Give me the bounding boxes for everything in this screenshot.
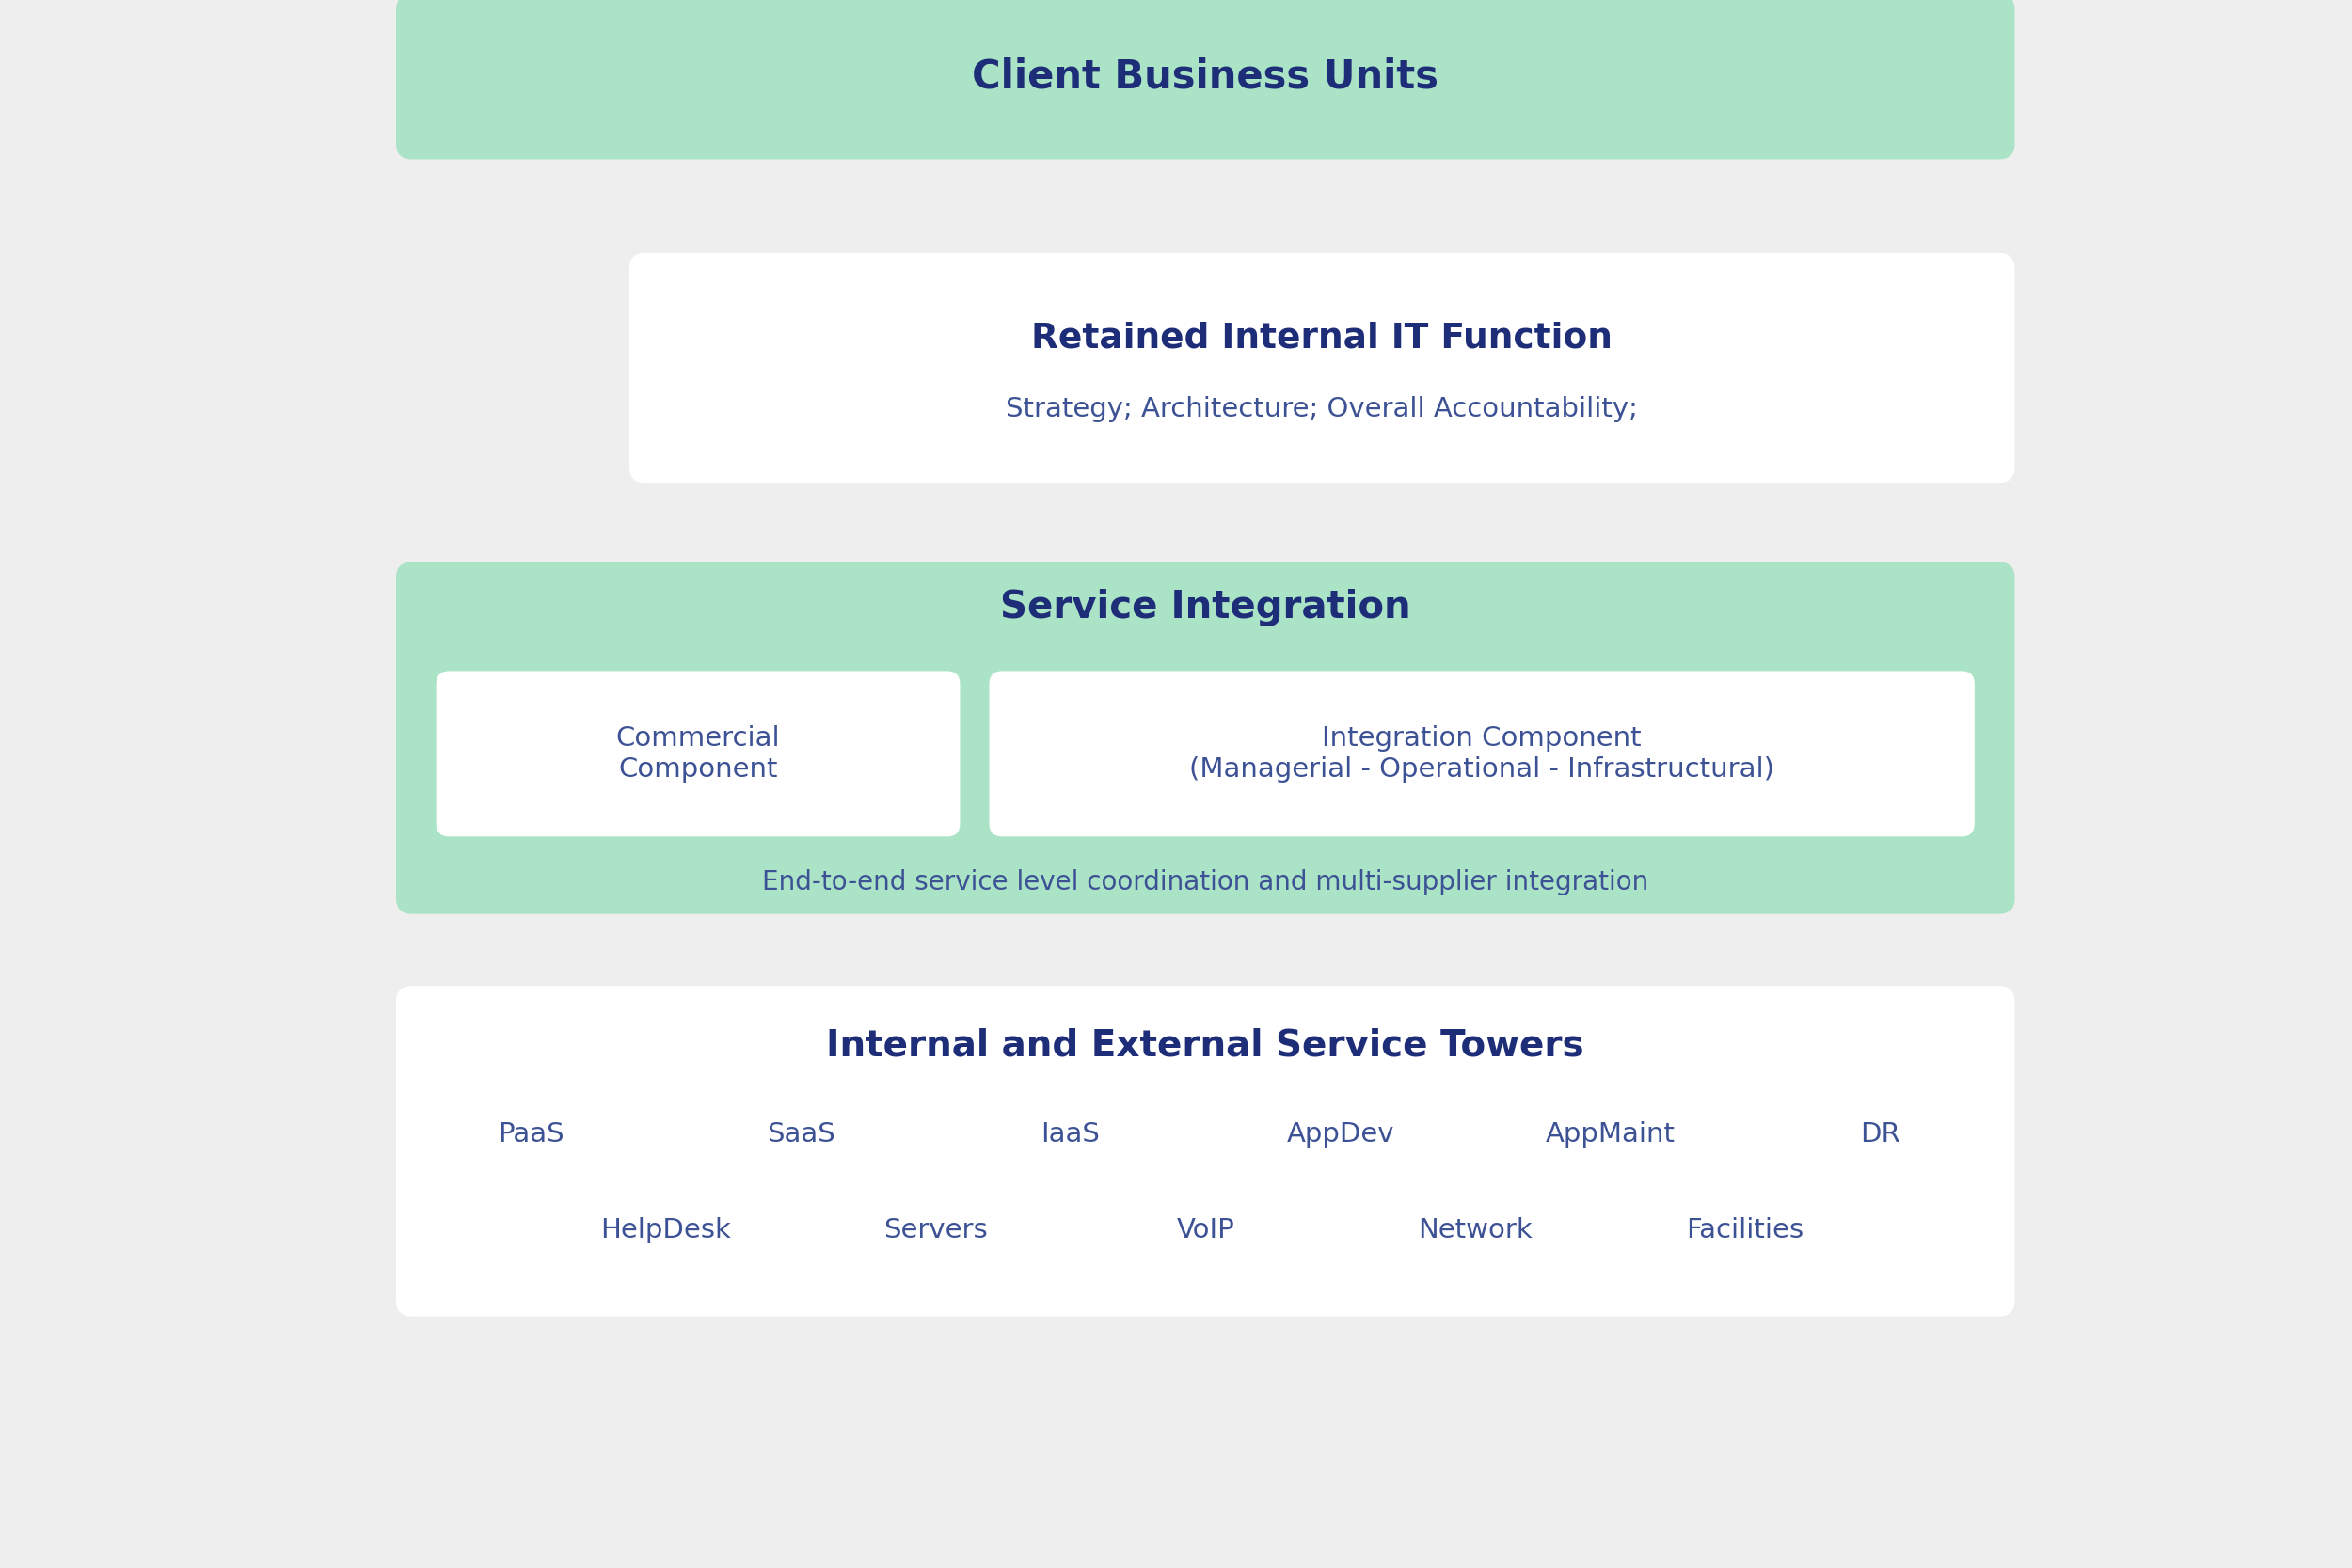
Text: Network: Network <box>1418 1217 1534 1243</box>
Text: Servers: Servers <box>884 1217 988 1243</box>
Text: Commercial
Component: Commercial Component <box>616 726 781 782</box>
Text: SaaS: SaaS <box>767 1121 835 1148</box>
FancyBboxPatch shape <box>395 986 2016 1317</box>
Text: Facilities: Facilities <box>1686 1217 1804 1243</box>
Text: Strategy; Architecture; Overall Accountability;: Strategy; Architecture; Overall Accounta… <box>1007 397 1637 422</box>
Text: AppDev: AppDev <box>1287 1121 1395 1148</box>
FancyBboxPatch shape <box>990 671 1976 837</box>
Text: VoIP: VoIP <box>1176 1217 1235 1243</box>
Text: Retained Internal IT Function: Retained Internal IT Function <box>1033 321 1613 354</box>
FancyBboxPatch shape <box>630 252 2016 483</box>
Text: Client Business Units: Client Business Units <box>971 56 1439 97</box>
Text: End-to-end service level coordination and multi-supplier integration: End-to-end service level coordination an… <box>762 869 1649 895</box>
Text: HelpDesk: HelpDesk <box>600 1217 731 1243</box>
Text: Internal and External Service Towers: Internal and External Service Towers <box>826 1027 1585 1063</box>
Text: DR: DR <box>1860 1121 1900 1148</box>
FancyBboxPatch shape <box>395 561 2016 914</box>
Text: Integration Component
(Managerial - Operational - Infrastructural): Integration Component (Managerial - Oper… <box>1190 726 1773 782</box>
FancyBboxPatch shape <box>395 0 2016 160</box>
Text: PaaS: PaaS <box>499 1121 564 1148</box>
Text: AppMaint: AppMaint <box>1545 1121 1675 1148</box>
Text: Service Integration: Service Integration <box>1000 590 1411 627</box>
Text: IaaS: IaaS <box>1042 1121 1101 1148</box>
FancyBboxPatch shape <box>435 671 960 837</box>
